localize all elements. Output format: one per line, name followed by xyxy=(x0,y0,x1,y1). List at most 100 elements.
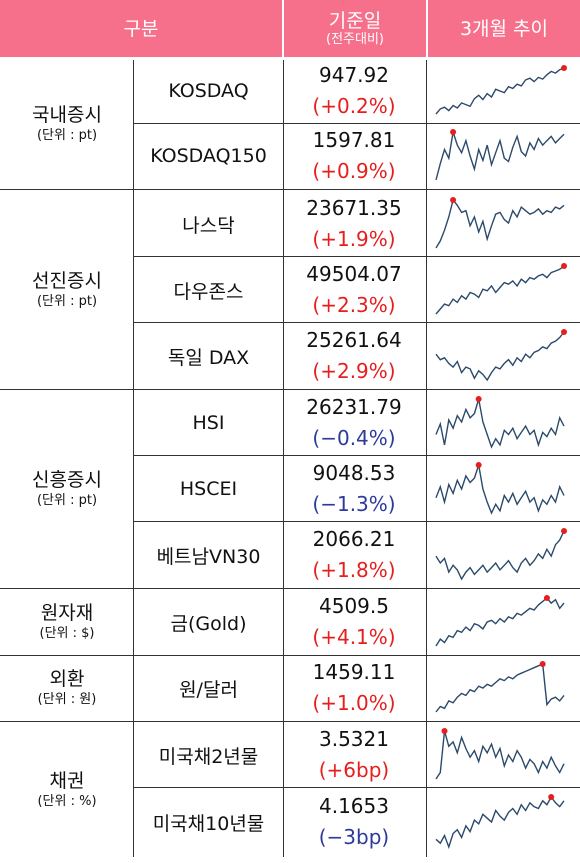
sparkline-peak-marker xyxy=(561,65,567,71)
row-name: 베트남VN30 xyxy=(156,545,261,568)
row-value-cell: 25261.64 (+2.9%) xyxy=(283,324,425,388)
sparkline-svg xyxy=(435,794,565,850)
group-name: 채권 xyxy=(49,770,85,792)
row-change: (+0.9%) xyxy=(312,159,396,183)
group-unit: (단위 : %) xyxy=(37,794,97,809)
sparkline-peak-marker xyxy=(450,129,457,135)
sparkline-svg xyxy=(435,728,565,780)
group-name: 외환 xyxy=(49,668,85,690)
sparkline-svg xyxy=(435,661,565,713)
group-emerging: 신흥증시 (단위 : pt) xyxy=(0,391,134,587)
trend-sparkline xyxy=(430,590,572,654)
row-value-cell: 2066.21 (+1.8%) xyxy=(283,523,425,587)
row-name: HSI xyxy=(192,412,225,434)
row-change: (+0.2%) xyxy=(312,94,396,118)
group-name: 선진증시 xyxy=(32,270,102,292)
group-commodity: 원자재 (단위 : $) xyxy=(0,590,134,654)
trend-sparkline xyxy=(430,258,572,322)
group-divider xyxy=(0,588,580,589)
group-divider xyxy=(0,389,580,390)
sparkline-svg xyxy=(435,528,567,581)
header-base-date: 기준일 (전주대비) xyxy=(284,0,426,57)
row-value-cell: 1459.11 (+1.0%) xyxy=(283,656,425,720)
sparkline-line xyxy=(435,464,565,515)
row-value: 1459.11 xyxy=(312,660,396,684)
trend-sparkline xyxy=(430,656,572,720)
column-divider xyxy=(133,60,134,857)
row-value: 9048.53 xyxy=(312,461,396,485)
trend-sparkline xyxy=(430,789,572,855)
header-base-date-sublabel: (전주대비) xyxy=(326,31,384,47)
sparkline-peak-marker xyxy=(441,728,448,734)
row-change: (+1.0%) xyxy=(312,691,396,715)
row-divider xyxy=(134,123,580,124)
row-value-cell: 3.5321 (+6bp) xyxy=(283,723,425,787)
group-unit: (단위 : pt) xyxy=(36,294,98,309)
row-change: (+6bp) xyxy=(318,758,390,782)
row-change: (+1.9%) xyxy=(312,227,396,251)
sparkline-line xyxy=(435,530,565,581)
row-name: 다우존스 xyxy=(173,280,244,303)
sparkline-line xyxy=(435,198,565,249)
group-developed: 선진증시 (단위 : pt) xyxy=(0,192,134,388)
sparkline-svg xyxy=(435,396,565,449)
row-value-cell: 23671.35 (+1.9%) xyxy=(283,192,425,256)
sparkline-peak-marker xyxy=(561,329,567,335)
trend-sparkline xyxy=(430,391,572,455)
row-value: 2066.21 xyxy=(312,527,396,551)
group-domestic: 국내증시 (단위 : pt) xyxy=(0,60,134,188)
row-name: HSCEI xyxy=(179,478,238,500)
group-bond: 채권 (단위 : %) xyxy=(0,723,134,857)
row-value-cell: 947.92 (+0.2%) xyxy=(283,60,425,122)
sparkline-line xyxy=(435,795,565,850)
sparkline-svg xyxy=(435,65,567,115)
group-divider xyxy=(0,655,580,656)
group-unit: (단위 : 원) xyxy=(37,692,97,707)
sparkline-svg xyxy=(435,263,567,315)
header-trend-label: 3개월 추이 xyxy=(459,17,549,40)
sparkline-line xyxy=(435,67,565,115)
group-unit: (단위 : $) xyxy=(39,626,95,641)
row-divider xyxy=(134,787,580,788)
trend-sparkline xyxy=(430,324,572,388)
row-change: (−0.4%) xyxy=(312,426,396,450)
row-value: 49504.07 xyxy=(306,262,402,286)
sparkline-line xyxy=(435,398,565,449)
row-change: (−1.3%) xyxy=(312,492,396,516)
row-value: 3.5321 xyxy=(319,727,389,751)
row-divider xyxy=(134,455,580,456)
group-unit: (단위 : pt) xyxy=(36,493,98,508)
row-value-cell: 4509.5 (+4.1%) xyxy=(283,590,425,654)
row-change: (+2.9%) xyxy=(312,359,396,383)
sparkline-peak-marker xyxy=(548,794,555,800)
sparkline-line xyxy=(435,597,565,647)
row-name: 원/달러 xyxy=(179,678,238,701)
row-name: 독일 DAX xyxy=(167,346,250,369)
row-name: KOSDAQ xyxy=(168,80,249,102)
row-change: (+1.8%) xyxy=(312,558,396,582)
group-fx: 외환 (단위 : 원) xyxy=(0,656,134,720)
row-value: 4509.5 xyxy=(319,594,389,618)
row-divider xyxy=(134,322,580,323)
sparkline-peak-marker xyxy=(539,661,546,667)
row-name: 나스닥 xyxy=(182,214,235,237)
row-value: 947.92 xyxy=(319,63,389,87)
header-trend: 3개월 추이 xyxy=(428,0,580,57)
group-divider xyxy=(0,721,580,722)
sparkline-svg xyxy=(435,129,565,181)
row-divider xyxy=(134,521,580,522)
trend-sparkline xyxy=(430,60,572,122)
sparkline-peak-marker xyxy=(475,462,482,468)
column-divider xyxy=(283,60,284,857)
header-base-date-label: 기준일 xyxy=(328,9,382,32)
row-value: 26231.79 xyxy=(306,395,402,419)
row-value-cell: 26231.79 (−0.4%) xyxy=(283,391,425,455)
sparkline-peak-marker xyxy=(543,595,550,601)
sparkline-line xyxy=(435,331,565,382)
sparkline-line xyxy=(435,730,565,780)
trend-sparkline xyxy=(430,523,572,587)
sparkline-peak-marker xyxy=(450,197,457,203)
sparkline-svg xyxy=(435,595,565,647)
row-divider xyxy=(134,256,580,257)
